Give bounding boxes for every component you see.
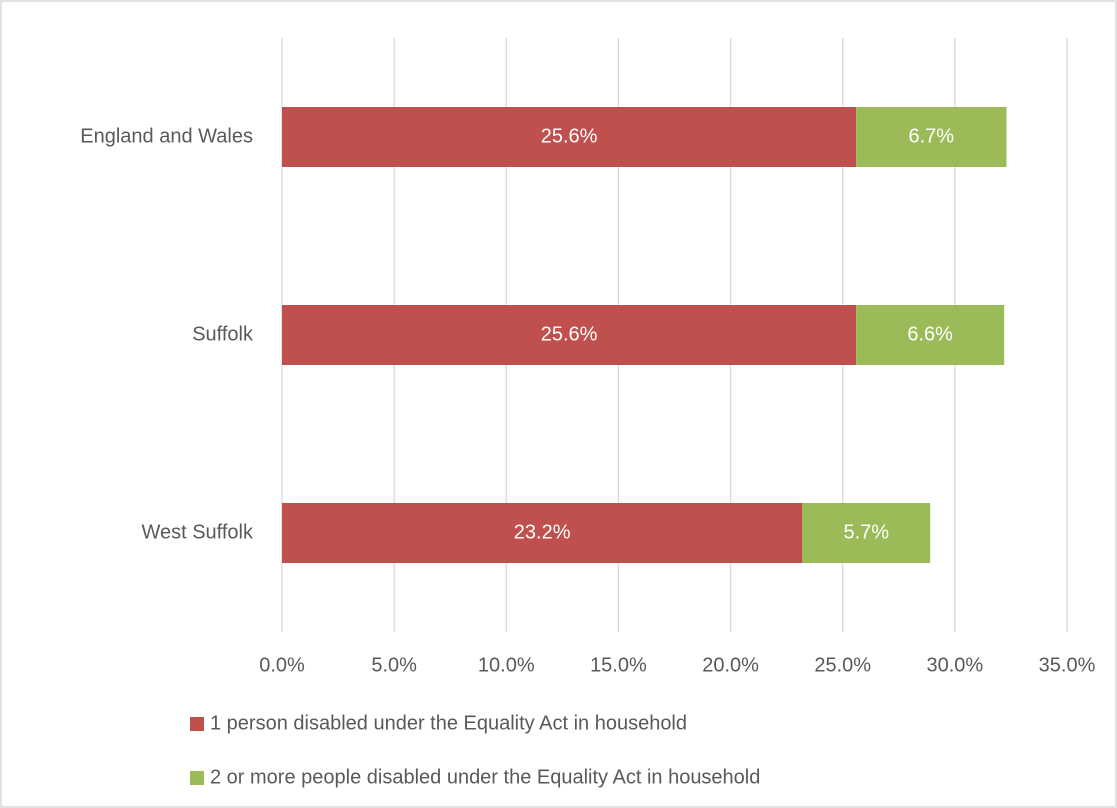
legend-swatch [190, 717, 204, 731]
legend-label: 2 or more people disabled under the Equa… [210, 766, 760, 788]
x-tick-label: 30.0% [926, 654, 983, 676]
x-tick-label: 25.0% [814, 654, 871, 676]
y-tick-label: Suffolk [192, 323, 254, 345]
y-tick-label: West Suffolk [141, 521, 254, 543]
x-tick-label: 20.0% [702, 654, 759, 676]
x-tick-label: 5.0% [371, 654, 417, 676]
bar-segment [802, 503, 931, 563]
data-label: 6.7% [909, 125, 955, 147]
x-tick-label: 15.0% [590, 654, 647, 676]
bar-segment [282, 503, 803, 563]
x-tick-label: 0.0% [259, 654, 305, 676]
data-label: 25.6% [541, 323, 598, 345]
data-label: 23.2% [514, 521, 571, 543]
bar-segment [856, 107, 1007, 167]
y-tick-label: England and Wales [80, 125, 253, 147]
data-label: 25.6% [541, 125, 598, 147]
x-tick-label: 10.0% [478, 654, 535, 676]
bar-segment [282, 107, 857, 167]
legend-label: 1 person disabled under the Equality Act… [210, 712, 687, 734]
x-tick-label: 35.0% [1039, 654, 1096, 676]
bar-segment [282, 305, 857, 365]
data-label: 5.7% [843, 521, 889, 543]
data-label: 6.6% [907, 323, 953, 345]
legend-swatch [190, 771, 204, 785]
bar-segment [856, 305, 1005, 365]
